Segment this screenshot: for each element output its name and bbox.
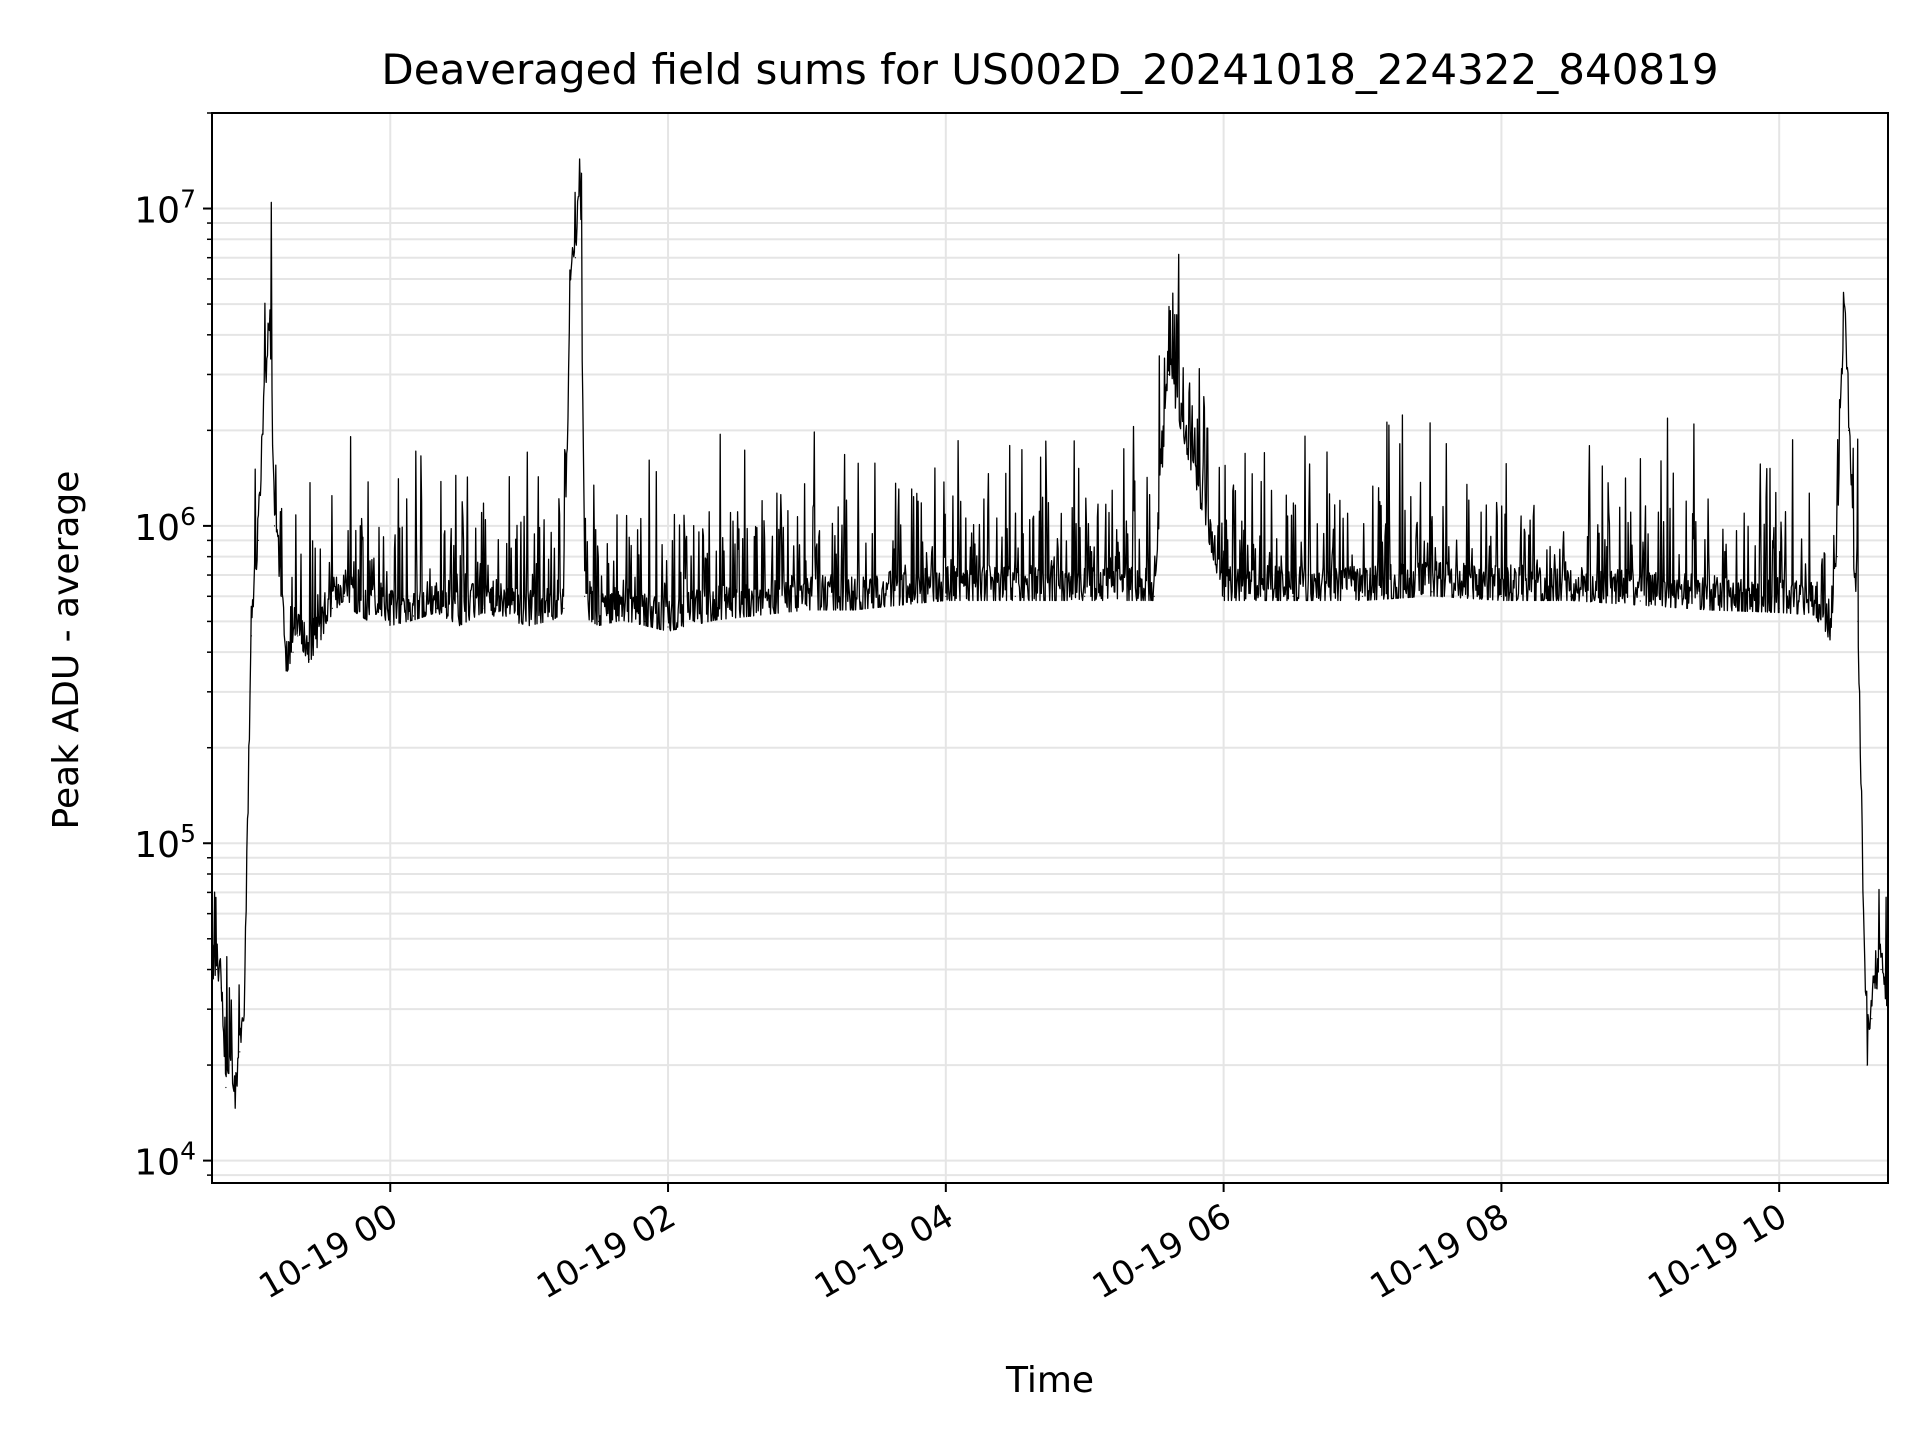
data-point bbox=[584, 595, 586, 597]
data-point bbox=[1014, 595, 1016, 597]
data-point bbox=[292, 651, 294, 653]
data-point bbox=[1866, 1064, 1868, 1066]
chart-title: Deaveraged field sums for US002D_2024101… bbox=[381, 45, 1718, 94]
data-point bbox=[1361, 595, 1364, 597]
data-point bbox=[528, 620, 530, 623]
x-tick-label: 10-19 02 bbox=[530, 1196, 682, 1307]
data-point bbox=[297, 635, 299, 637]
data-point bbox=[574, 257, 577, 259]
y-tick-label: 106 bbox=[134, 502, 196, 549]
data-point bbox=[262, 429, 264, 431]
data-point bbox=[1778, 607, 1780, 609]
data-point bbox=[1875, 987, 1877, 989]
data-point bbox=[644, 620, 646, 623]
grid-layer bbox=[212, 112, 1888, 1183]
data-point bbox=[389, 620, 391, 623]
y-tick-label: 107 bbox=[134, 185, 196, 232]
series-line bbox=[211, 158, 1889, 1109]
data-point bbox=[505, 615, 507, 617]
data-point bbox=[1871, 1018, 1873, 1020]
data-point bbox=[1709, 605, 1711, 607]
data-point bbox=[1836, 556, 1838, 558]
data-point bbox=[1223, 595, 1225, 597]
data-point bbox=[1570, 595, 1572, 597]
data-point bbox=[239, 1051, 241, 1053]
series-layer bbox=[211, 158, 1889, 1109]
data-point bbox=[598, 620, 600, 623]
data-point bbox=[331, 607, 333, 609]
data-point bbox=[713, 615, 715, 617]
data-point bbox=[570, 278, 572, 280]
data-point bbox=[1153, 595, 1155, 597]
data-point bbox=[1167, 373, 1169, 376]
data-point bbox=[257, 539, 259, 542]
data-point bbox=[459, 620, 461, 623]
data-point bbox=[435, 607, 438, 609]
data-point bbox=[667, 626, 669, 628]
data-point bbox=[343, 595, 345, 597]
data-point bbox=[579, 171, 581, 173]
data-point bbox=[1639, 600, 1641, 602]
data-point bbox=[1861, 873, 1864, 875]
data-point bbox=[273, 525, 276, 527]
data-point bbox=[243, 1008, 245, 1010]
data-point bbox=[1857, 620, 1859, 623]
x-tick-layer: 10-19 00 10-19 02 10-19 04 10-19 06 10-19 08… bbox=[252, 1183, 1794, 1307]
data-point bbox=[588, 615, 590, 617]
data-point bbox=[1843, 303, 1845, 305]
data-point bbox=[1500, 595, 1502, 597]
data-point bbox=[280, 595, 282, 597]
data-point bbox=[308, 658, 310, 660]
x-tick-label: 10-19 08 bbox=[1364, 1196, 1516, 1307]
data-point bbox=[269, 318, 271, 320]
data-point bbox=[551, 615, 553, 617]
x-tick-label: 10-19 04 bbox=[808, 1196, 960, 1307]
data-point bbox=[412, 615, 414, 617]
data-point bbox=[1431, 591, 1433, 593]
data-point bbox=[1848, 429, 1850, 431]
data-point bbox=[285, 670, 287, 672]
data-point bbox=[229, 1057, 232, 1059]
data-point bbox=[621, 615, 623, 617]
data-point bbox=[1292, 595, 1294, 597]
x-axis-label: Time bbox=[1005, 1360, 1094, 1401]
y-tick-label: 104 bbox=[134, 1137, 196, 1184]
y-tick-layer: 104 105 106 107 bbox=[134, 112, 212, 1184]
data-point bbox=[220, 987, 222, 989]
x-tick-label: 10-19 10 bbox=[1641, 1196, 1793, 1307]
data-point bbox=[225, 1086, 227, 1089]
data-point bbox=[320, 635, 322, 637]
x-tick-label: 10-19 00 bbox=[252, 1196, 404, 1307]
data-point bbox=[563, 607, 565, 609]
data-point bbox=[216, 968, 218, 971]
data-point bbox=[760, 610, 762, 612]
plot-frame bbox=[211, 112, 1889, 1184]
y-tick-label: 105 bbox=[134, 819, 196, 866]
data-point bbox=[482, 607, 484, 609]
data-point bbox=[250, 635, 252, 637]
data-point bbox=[354, 607, 357, 609]
data-point bbox=[1880, 968, 1882, 971]
data-point bbox=[1813, 610, 1815, 612]
data-point bbox=[366, 615, 368, 617]
data-point bbox=[898, 600, 901, 602]
data-point bbox=[852, 605, 854, 607]
data-point bbox=[806, 605, 808, 607]
data-point bbox=[378, 607, 380, 609]
data-point bbox=[1829, 635, 1831, 637]
data-point bbox=[1084, 595, 1086, 597]
data-point bbox=[234, 1104, 236, 1106]
y-axis-label: Peak ADU - average bbox=[46, 471, 87, 830]
data-point bbox=[945, 595, 947, 597]
data-point bbox=[1852, 556, 1854, 558]
x-tick-label: 10-19 06 bbox=[1086, 1196, 1238, 1307]
